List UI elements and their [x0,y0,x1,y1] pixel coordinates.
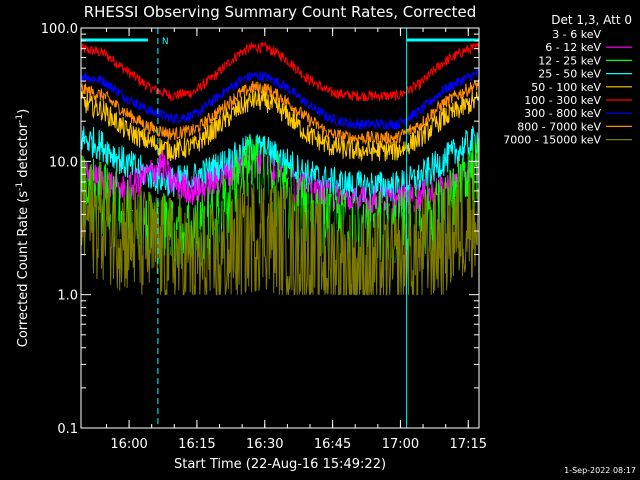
x-axis: 16:00 16:15 16:30 16:45 17:00 17:15 [105,28,487,452]
y-tick-label: 1.0 [57,289,78,304]
legend-label: 300 - 800 keV [524,107,601,120]
legend-label: 800 - 7000 keV [517,120,601,133]
x-tick-label: 16:45 [314,437,351,452]
y-tick-label: 10.0 [49,155,78,170]
x-tick-label: 17:00 [382,437,419,452]
y-axis-label: Corrected Count Rate (s-1 detector-1) [15,109,31,347]
y-tick-label: 100.0 [41,22,78,37]
legend-label: 50 - 100 keV [531,81,601,94]
legend-label: 12 - 25 keV [538,54,601,67]
x-tick-label: 16:15 [178,437,215,452]
legend-label: 6 - 12 keV [545,41,601,54]
x-tick-label: 17:15 [450,437,487,452]
legend-label: 100 - 300 keV [524,94,601,107]
chart-title: RHESSI Observing Summary Count Rates, Co… [84,3,477,21]
series-line [81,67,479,130]
x-tick-label: 16:30 [246,437,283,452]
series-line [81,79,479,146]
series-layer [81,40,479,296]
legend-label: 7000 - 15000 keV [503,134,601,147]
legend-label: 3 - 6 keV [552,28,601,41]
timestamp: 1-Sep-2022 08:17 [564,466,636,475]
plot-frame [80,27,480,429]
marker-label: N [162,37,169,47]
series-line [81,125,479,203]
series-line [81,156,479,296]
legend-label: 25 - 50 keV [538,68,601,81]
legend-title: Det 1,3, Att 0 [551,13,632,27]
series-line [81,89,479,162]
series-line [81,40,479,102]
y-axis: 100.0 10.0 1.0 0.1 [41,22,479,437]
y-tick-label: 0.1 [57,422,78,437]
x-axis-label: Start Time (22-Aug-16 15:49:22) [174,457,386,472]
x-tick-label: 16:00 [110,437,147,452]
